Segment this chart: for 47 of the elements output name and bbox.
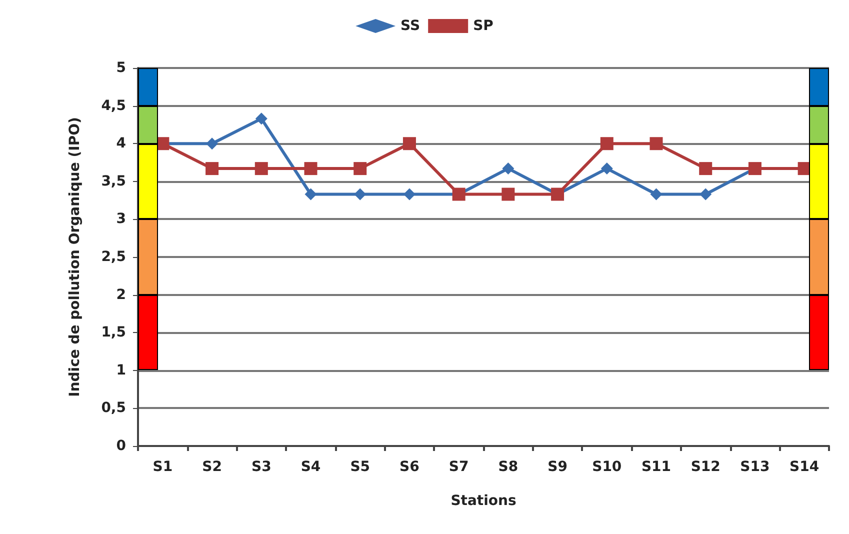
point <box>502 188 515 201</box>
point <box>304 188 317 200</box>
point <box>255 112 268 125</box>
point <box>354 162 367 176</box>
y-tick-label: 1 <box>116 362 126 378</box>
x-tick-label: S5 <box>350 459 370 475</box>
x-tick-label: S2 <box>202 459 222 475</box>
point <box>402 137 416 150</box>
y-tick-label: 2,5 <box>101 249 126 265</box>
point <box>304 162 318 176</box>
x-axis-title: Stations <box>450 493 516 509</box>
y-tick-label: 3,5 <box>101 173 126 190</box>
x-tick-label: S12 <box>690 459 720 475</box>
point <box>206 138 218 150</box>
x-tick-label: S10 <box>592 459 622 475</box>
x-tick-label: S8 <box>498 459 518 475</box>
x-tick-label: S11 <box>641 459 672 475</box>
y-tick-label: 4,5 <box>101 98 126 114</box>
y-tick-label: 4 <box>116 136 126 152</box>
point <box>254 162 268 176</box>
point <box>403 188 416 200</box>
point <box>206 162 219 176</box>
x-tick-label: S14 <box>790 459 820 475</box>
x-tick-label: S7 <box>448 459 469 475</box>
y-tick-label: 0,5 <box>101 400 126 416</box>
point <box>600 137 614 150</box>
x-tick-label: S6 <box>400 459 420 475</box>
point <box>502 162 514 175</box>
y-tick-label: 2 <box>116 286 126 303</box>
y-tick-label: 3 <box>116 211 126 228</box>
point <box>600 162 613 175</box>
point <box>700 188 712 200</box>
y-tick-label: 1,5 <box>101 324 126 341</box>
y-axis-title: Indice de pollution Organique (IPO) <box>67 117 83 397</box>
x-tick-label: S13 <box>740 459 770 475</box>
legend-label: SP <box>473 18 494 34</box>
y-tick-label: 5 <box>116 60 126 76</box>
x-tick-label: S1 <box>152 459 173 475</box>
x-tick-label: S4 <box>300 459 321 475</box>
x-tick-label: S9 <box>548 459 568 475</box>
legend-label: SS <box>400 18 420 34</box>
x-tick-label: S3 <box>251 459 272 475</box>
y-tick-label: 0 <box>116 438 126 454</box>
point <box>699 162 712 176</box>
point <box>650 137 663 150</box>
point <box>650 188 662 200</box>
point <box>354 188 366 200</box>
